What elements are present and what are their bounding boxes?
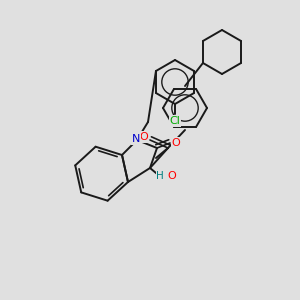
Text: H: H — [156, 171, 164, 181]
Text: Cl: Cl — [169, 116, 180, 126]
Text: O: O — [168, 171, 176, 181]
Text: O: O — [140, 132, 148, 142]
Text: O: O — [172, 138, 180, 148]
Text: N: N — [132, 134, 140, 144]
